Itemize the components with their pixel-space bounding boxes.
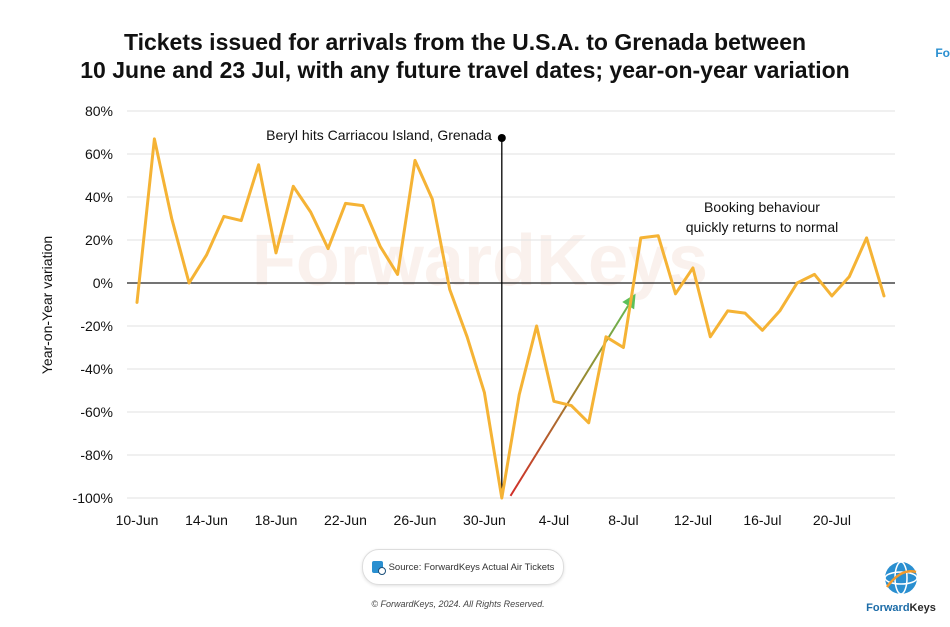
series-points — [135, 137, 886, 500]
data-point — [500, 496, 504, 500]
y-tick-label: 60% — [85, 146, 113, 162]
series-line — [135, 137, 886, 500]
data-point — [257, 163, 260, 166]
globe-icon — [884, 561, 918, 595]
data-point — [691, 266, 695, 270]
x-axis-ticks: 10-Jun 14-Jun 18-Jun 22-Jun 26-Jun 30-Jun 4-Ju… — [116, 512, 851, 528]
document-search-icon — [371, 561, 386, 575]
data-point — [344, 202, 347, 205]
data-point — [535, 324, 538, 328]
event-label: Beryl hits Carriacou Island, Grenada — [266, 127, 492, 143]
data-point — [431, 197, 434, 201]
y-axis-ticks: 80% 60% 40% 20% 0% -20% -40% -60% -80% -100% — [73, 103, 113, 506]
y-axis-label: Year-on-Year variation — [39, 236, 55, 374]
x-tick-label: 30-Jun — [463, 512, 506, 528]
data-point — [135, 301, 139, 304]
logo-word-forward: Forward — [866, 602, 910, 614]
data-point — [743, 311, 747, 315]
logo-word-keys: Keys — [909, 602, 936, 614]
data-point — [292, 185, 295, 188]
data-point — [656, 234, 660, 237]
data-point — [813, 273, 816, 276]
forwardkeys-logo: ForwardKeys — [866, 560, 936, 614]
data-point — [153, 137, 156, 141]
data-point — [570, 404, 573, 407]
note-line-2: quickly returns to normal — [686, 219, 839, 235]
data-point — [761, 329, 764, 332]
data-point — [222, 215, 226, 218]
y-tick-label: 20% — [85, 232, 113, 248]
data-point — [778, 309, 781, 313]
data-point — [639, 236, 642, 240]
data-point — [587, 421, 590, 424]
copyright: © ForwardKeys, 2024. All Rights Reserved… — [371, 599, 545, 609]
data-point — [309, 210, 312, 214]
x-tick-label: 16-Jul — [743, 512, 781, 528]
corner-logo-fragment: Fo — [935, 46, 950, 60]
data-point — [326, 247, 330, 250]
chart-title: Tickets issued for arrivals from the U.S… — [20, 28, 910, 84]
logo-wordmark: ForwardKeys — [866, 602, 936, 614]
y-tick-label: -20% — [80, 318, 113, 334]
data-point — [379, 245, 382, 248]
event-marker — [497, 134, 506, 142]
data-point — [795, 281, 799, 285]
x-tick-label: 12-Jul — [674, 512, 712, 528]
data-point — [465, 335, 469, 338]
data-point — [413, 159, 417, 162]
x-tick-label: 20-Jul — [813, 512, 851, 528]
data-point — [205, 253, 208, 257]
data-point — [865, 236, 868, 240]
y-tick-label: 0% — [93, 275, 113, 291]
x-tick-label: 22-Jun — [324, 512, 367, 528]
data-point — [552, 400, 556, 403]
data-point — [361, 204, 365, 207]
data-point — [448, 288, 451, 291]
data-point — [848, 275, 851, 278]
y-tick-label: 80% — [85, 103, 113, 119]
data-point — [240, 219, 243, 222]
x-tick-label: 26-Jun — [394, 512, 437, 528]
y-tick-label: -100% — [73, 490, 113, 506]
data-point — [882, 294, 886, 298]
x-tick-label: 4-Jul — [539, 512, 569, 528]
data-point — [187, 281, 191, 285]
data-point — [274, 251, 278, 255]
note-line-1: Booking behaviour — [704, 199, 820, 215]
x-tick-label: 14-Jun — [185, 512, 228, 528]
data-point — [396, 273, 399, 276]
y-tick-label: -60% — [80, 404, 113, 420]
data-point — [709, 335, 712, 338]
x-tick-label: 18-Jun — [255, 512, 298, 528]
y-tick-label: 40% — [85, 189, 113, 205]
data-point — [604, 335, 608, 338]
data-point — [830, 294, 834, 298]
annotations: Beryl hits Carriacou Island, Grenada Book… — [266, 127, 838, 498]
x-tick-label: 8-Jul — [608, 512, 638, 528]
data-point — [517, 393, 521, 396]
y-tick-label: -40% — [80, 361, 113, 377]
source-text: Source: ForwardKeys Actual Air Tickets — [388, 561, 555, 573]
data-point — [483, 391, 486, 394]
data-point — [674, 292, 677, 295]
data-point — [170, 217, 173, 220]
data-point — [726, 309, 729, 313]
data-point — [622, 346, 625, 349]
source-badge: Source: ForwardKeys Actual Air Tickets — [362, 549, 564, 585]
y-tick-label: -80% — [80, 447, 113, 463]
trend-arrow-shaft — [509, 305, 630, 497]
x-tick-label: 10-Jun — [116, 512, 159, 528]
chart-title-line-2: 10 June and 23 Jul, with any future trav… — [80, 57, 850, 83]
chart-title-line-1: Tickets issued for arrivals from the U.S… — [123, 29, 807, 55]
